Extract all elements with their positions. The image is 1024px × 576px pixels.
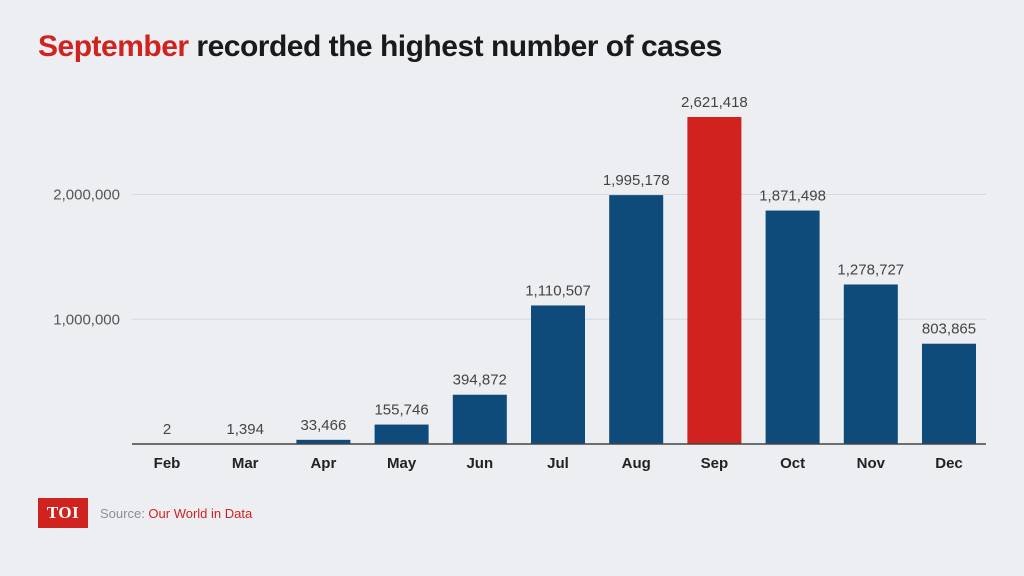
source-text: Source: Our World in Data: [100, 506, 252, 521]
footer: TOI Source: Our World in Data: [38, 498, 252, 528]
chart-title: September recorded the highest number of…: [38, 30, 722, 64]
data-label: 155,746: [374, 402, 428, 419]
bar: [765, 210, 820, 444]
bar: [843, 284, 898, 444]
source-link[interactable]: Our World in Data: [148, 505, 253, 521]
bar: [296, 439, 351, 444]
y-tick-label: 1,000,000: [53, 311, 120, 328]
x-tick-label: Jun: [466, 455, 493, 472]
data-label: 803,865: [922, 321, 976, 338]
x-tick-label: Feb: [154, 455, 181, 472]
data-label: 33,466: [300, 417, 346, 434]
x-tick-label: Dec: [935, 455, 963, 472]
x-tick-label: Sep: [701, 455, 729, 472]
x-tick-label: Jul: [547, 455, 569, 472]
bar: [531, 305, 585, 444]
data-label: 394,872: [453, 372, 507, 389]
x-tick-label: Aug: [622, 455, 651, 472]
title-highlight: September: [38, 30, 189, 63]
bar: [609, 195, 664, 444]
x-tick-label: Mar: [232, 455, 259, 472]
data-label: 1,278,727: [837, 261, 904, 278]
source-label: Source:: [100, 505, 149, 521]
data-label: 1,110,507: [525, 282, 591, 299]
x-tick-label: Nov: [857, 455, 886, 472]
bar: [452, 394, 507, 444]
data-label: 2: [163, 421, 171, 438]
bar: [922, 343, 976, 444]
title-rest: recorded the highest number of cases: [188, 30, 722, 63]
toi-logo: TOI: [38, 498, 88, 528]
y-tick-label: 2,000,000: [53, 187, 120, 204]
data-label: 2,621,418: [681, 94, 748, 111]
x-tick-label: Oct: [780, 455, 805, 472]
data-label: 1,394: [226, 421, 264, 438]
x-tick-label: May: [387, 455, 417, 472]
bar: [374, 424, 429, 444]
bar: [687, 117, 742, 444]
data-label: 1,995,178: [603, 172, 670, 189]
data-label: 1,871,498: [759, 188, 826, 205]
x-tick-label: Apr: [310, 455, 336, 472]
